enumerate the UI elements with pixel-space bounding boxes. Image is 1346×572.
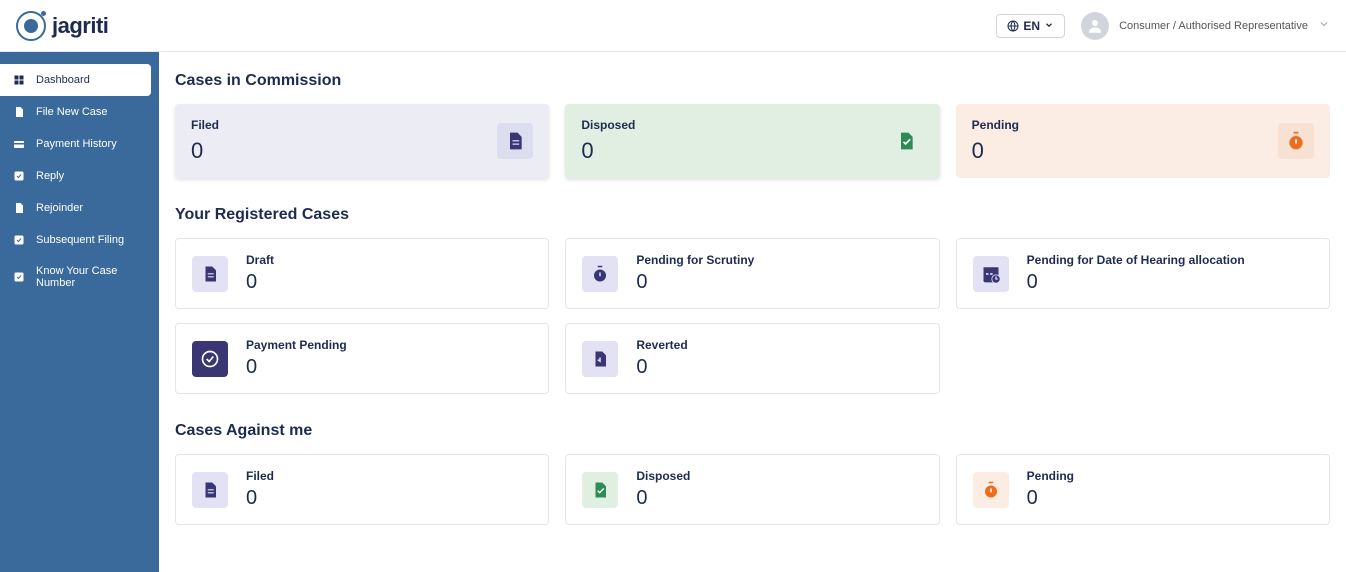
user-role-label: Consumer / Authorised Representative: [1119, 20, 1308, 32]
reg-value: 0: [246, 271, 274, 294]
check-icon: [12, 270, 26, 284]
reg-label: Reverted: [636, 338, 687, 352]
logo-mark-icon: [16, 11, 46, 41]
stat-label: Pending: [972, 118, 1019, 132]
avatar-icon: [1081, 12, 1109, 40]
sidebar-item-label: File New Case: [36, 106, 108, 118]
reg-label: Disposed: [636, 469, 690, 483]
sidebar-item-payment-history[interactable]: Payment History: [0, 128, 159, 160]
section-title-commission: Cases in Commission: [175, 72, 1330, 90]
reg-label: Payment Pending: [246, 338, 347, 352]
sidebar-item-reply[interactable]: Reply: [0, 160, 159, 192]
timer-icon: [582, 256, 618, 292]
document-icon: [192, 256, 228, 292]
card-icon: [12, 137, 26, 151]
sidebar-item-label: Subsequent Filing: [36, 234, 124, 246]
document-check-icon: [888, 123, 924, 159]
grid-icon: [12, 73, 26, 87]
sidebar: Dashboard File New Case Payment History …: [0, 52, 159, 572]
reg-label: Pending for Date of Hearing allocation: [1027, 253, 1245, 267]
calendar-icon: [973, 256, 1009, 292]
check-icon: [12, 169, 26, 183]
section-title-against: Cases Against me: [175, 422, 1330, 440]
stat-label: Disposed: [581, 118, 635, 132]
sidebar-item-label: Reply: [36, 170, 64, 182]
sidebar-item-file-new-case[interactable]: File New Case: [0, 96, 159, 128]
sidebar-item-dashboard[interactable]: Dashboard: [0, 64, 151, 96]
document-revert-icon: [582, 341, 618, 377]
reg-value: 0: [246, 487, 274, 510]
user-menu[interactable]: Consumer / Authorised Representative: [1081, 12, 1330, 40]
sidebar-item-label: Payment History: [36, 138, 117, 150]
stat-card-pending[interactable]: Pending 0: [956, 104, 1330, 178]
main-content: Cases in Commission Filed 0 Disposed 0: [159, 52, 1346, 572]
against-card-disposed[interactable]: Disposed 0: [565, 454, 939, 525]
reg-card-scrutiny[interactable]: Pending for Scrutiny 0: [565, 238, 939, 309]
reg-label: Filed: [246, 469, 274, 483]
sidebar-item-label: Know Your Case Number: [36, 265, 147, 289]
reg-value: 0: [1027, 271, 1245, 294]
sidebar-item-know-case[interactable]: Know Your Case Number: [0, 256, 159, 298]
stat-card-disposed[interactable]: Disposed 0: [565, 104, 939, 178]
logo-text: jagriti: [52, 13, 108, 39]
stat-label: Filed: [191, 118, 219, 132]
globe-icon: [1007, 20, 1019, 32]
header: jagriti EN Consumer / Authorised Represe…: [0, 0, 1346, 52]
reg-value: 0: [246, 356, 347, 379]
check-circle-icon: [192, 341, 228, 377]
stat-value: 0: [191, 138, 219, 164]
reg-value: 0: [636, 356, 687, 379]
against-card-filed[interactable]: Filed 0: [175, 454, 549, 525]
document-icon: [12, 105, 26, 119]
reg-value: 0: [636, 487, 690, 510]
timer-icon: [973, 472, 1009, 508]
language-label: EN: [1023, 19, 1040, 33]
check-icon: [12, 233, 26, 247]
reg-label: Pending: [1027, 469, 1074, 483]
document-icon: [192, 472, 228, 508]
language-selector[interactable]: EN: [996, 14, 1065, 38]
reg-card-draft[interactable]: Draft 0: [175, 238, 549, 309]
against-card-pending[interactable]: Pending 0: [956, 454, 1330, 525]
document-icon: [497, 123, 533, 159]
reg-label: Pending for Scrutiny: [636, 253, 754, 267]
stat-value: 0: [581, 138, 635, 164]
chevron-down-icon: [1318, 17, 1330, 35]
section-title-registered: Your Registered Cases: [175, 206, 1330, 224]
chevron-down-icon: [1044, 19, 1054, 33]
reg-value: 0: [1027, 487, 1074, 510]
reg-card-reverted[interactable]: Reverted 0: [565, 323, 939, 394]
document-icon: [12, 201, 26, 215]
stat-card-filed[interactable]: Filed 0: [175, 104, 549, 178]
sidebar-item-rejoinder[interactable]: Rejoinder: [0, 192, 159, 224]
reg-card-payment-pending[interactable]: Payment Pending 0: [175, 323, 549, 394]
timer-icon: [1278, 123, 1314, 159]
sidebar-item-subsequent-filing[interactable]: Subsequent Filing: [0, 224, 159, 256]
sidebar-item-label: Dashboard: [36, 74, 90, 86]
reg-card-hearing[interactable]: Pending for Date of Hearing allocation 0: [956, 238, 1330, 309]
sidebar-item-label: Rejoinder: [36, 202, 83, 214]
reg-value: 0: [636, 271, 754, 294]
logo[interactable]: jagriti: [16, 11, 108, 41]
document-check-icon: [582, 472, 618, 508]
stat-value: 0: [972, 138, 1019, 164]
reg-label: Draft: [246, 253, 274, 267]
